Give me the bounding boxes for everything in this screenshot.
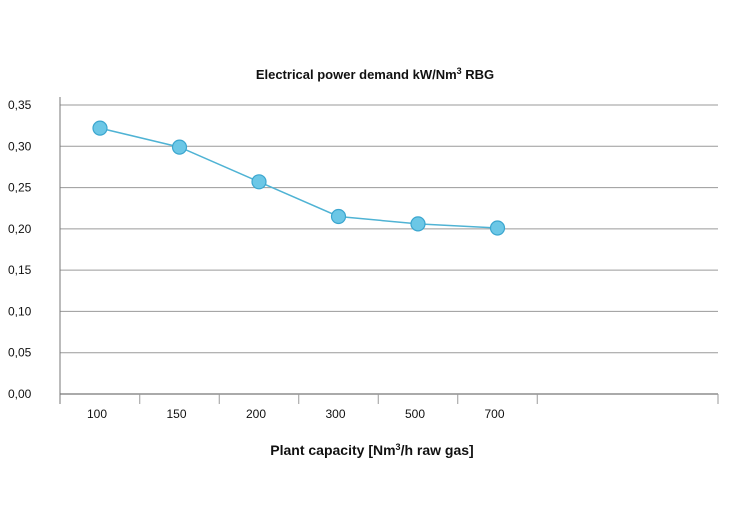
y-tick-label: 0,30 [8, 139, 32, 153]
y-tick-label: 0,05 [8, 346, 32, 360]
series-line [99, 127, 498, 229]
chart-title: Electrical power demand kW/Nm3 RBG [256, 66, 494, 82]
data-point [489, 220, 506, 236]
x-tick-label: 150 [166, 407, 186, 421]
x-tick-label: 100 [87, 407, 107, 421]
axes [59, 97, 719, 404]
data-point [330, 208, 347, 225]
data-point [171, 139, 188, 155]
x-tick-label: 200 [246, 407, 266, 421]
y-tick-label: 0,20 [8, 222, 32, 236]
series [92, 120, 506, 236]
y-tick-label: 0,10 [8, 304, 32, 318]
x-tick-label: 700 [484, 407, 504, 421]
chart-title-suffix: RBG [462, 67, 495, 82]
data-point [410, 216, 426, 232]
gridlines [60, 104, 718, 354]
y-tick-labels: 0,00 0,05 0,10 0,15 0,20 0,25 0,30 0,35 [8, 98, 32, 401]
x-axis-label-superscript: 3 [396, 442, 401, 452]
y-tick-label: 0,15 [8, 263, 32, 277]
y-tick-label: 0,25 [8, 181, 32, 195]
x-axis-label-suffix: /h raw gas] [401, 442, 474, 458]
chart-title-superscript: 3 [457, 66, 462, 76]
x-tick-label: 300 [325, 407, 345, 421]
x-axis-label-main: Plant capacity [Nm [270, 442, 395, 458]
x-tick-label: 500 [405, 407, 425, 421]
data-point [92, 120, 108, 136]
data-point [251, 174, 267, 190]
y-tick-label: 0,35 [8, 98, 32, 112]
x-axis-label: Plant capacity [Nm3/h raw gas] [270, 442, 473, 458]
y-tick-label: 0,00 [8, 387, 32, 401]
chart-title-main: Electrical power demand kW/Nm [256, 67, 457, 82]
x-tick-labels: 100 150 200 300 500 700 [87, 407, 505, 421]
